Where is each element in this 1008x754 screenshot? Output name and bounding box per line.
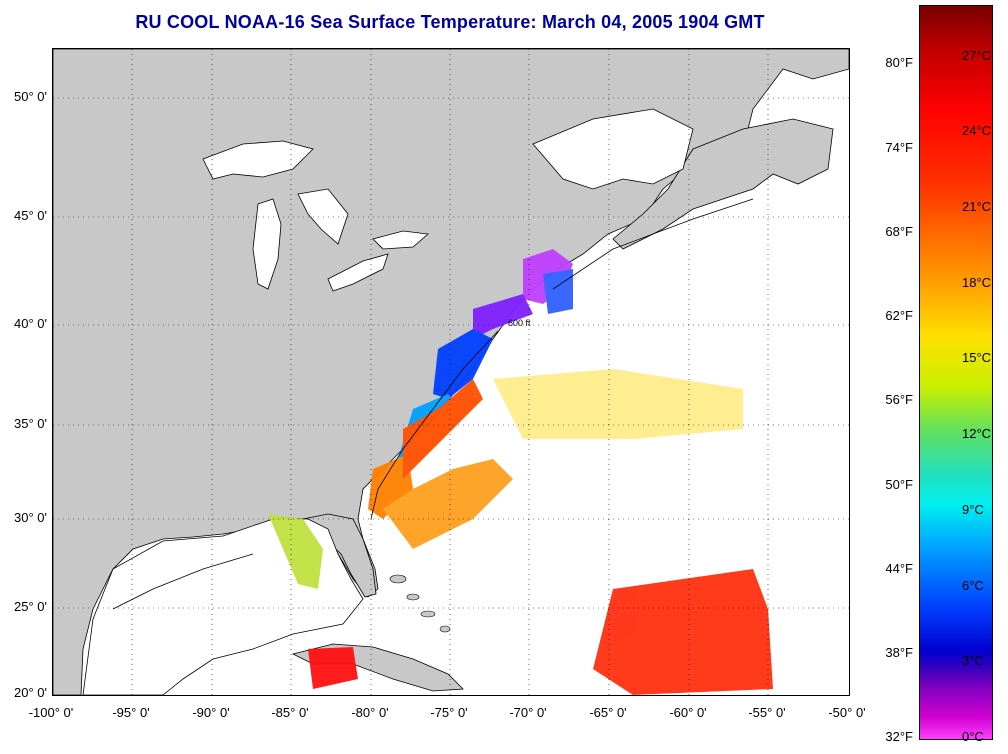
lat-tick-label: 50° 0' bbox=[14, 89, 47, 104]
sst-west-florida bbox=[268, 514, 323, 589]
celsius-tick-label: 9°C bbox=[962, 502, 984, 517]
sst-offshore-orange bbox=[383, 459, 513, 549]
celsius-tick-label: 18°C bbox=[962, 275, 992, 290]
fahrenheit-tick-label: 62°F bbox=[885, 308, 913, 323]
lon-tick-label: -100° 0' bbox=[28, 705, 74, 720]
lon-tick-label: -85° 0' bbox=[271, 705, 309, 720]
lat-tick-label: 35° 0' bbox=[14, 416, 47, 431]
fahrenheit-tick-label: 38°F bbox=[885, 645, 913, 660]
fahrenheit-tick-label: 74°F bbox=[885, 140, 913, 155]
sst-data-layer bbox=[268, 249, 773, 695]
fahrenheit-tick-label: 80°F bbox=[885, 55, 913, 70]
celsius-tick-label: 0°C bbox=[962, 729, 984, 744]
contour-label: 600 ft bbox=[508, 318, 531, 328]
map-title: RU COOL NOAA-16 Sea Surface Temperature:… bbox=[135, 12, 765, 32]
lake-huron bbox=[297, 188, 349, 245]
lat-tick-label: 40° 0' bbox=[14, 316, 47, 331]
map-canvas: 600 ft bbox=[53, 49, 849, 695]
temperature-colorbar bbox=[919, 5, 993, 740]
celsius-tick-label: 3°C bbox=[962, 653, 984, 668]
sst-nova-scotia bbox=[543, 269, 573, 314]
lon-tick-label: -75° 0' bbox=[430, 705, 468, 720]
lon-tick-label: -90° 0' bbox=[192, 705, 230, 720]
sst-caribbean-east bbox=[593, 569, 773, 695]
fahrenheit-tick-label: 56°F bbox=[885, 392, 913, 407]
lon-tick-label: -65° 0' bbox=[589, 705, 627, 720]
lon-tick-label: -80° 0' bbox=[351, 705, 389, 720]
sst-gulf-stream bbox=[403, 379, 483, 479]
lat-tick-label: 20° 0' bbox=[14, 685, 47, 700]
fahrenheit-tick-label: 68°F bbox=[885, 224, 913, 239]
lake-erie bbox=[327, 253, 389, 292]
celsius-tick-label: 6°C bbox=[962, 578, 984, 593]
celsius-tick-label: 21°C bbox=[962, 199, 992, 214]
celsius-tick-label: 12°C bbox=[962, 426, 992, 441]
sst-shelf-ne bbox=[473, 294, 533, 339]
land-atlantic-canada bbox=[612, 118, 834, 250]
lat-tick-label: 30° 0' bbox=[14, 510, 47, 525]
lon-tick-label: -55° 0' bbox=[748, 705, 786, 720]
lat-tick-label: 25° 0' bbox=[14, 599, 47, 614]
celsius-tick-label: 27°C bbox=[962, 48, 992, 63]
lon-tick-label: -50° 0' bbox=[828, 705, 866, 720]
sst-south-cuba bbox=[308, 647, 358, 689]
fahrenheit-tick-label: 32°F bbox=[885, 729, 913, 744]
lake-ontario bbox=[372, 230, 429, 250]
sst-shelf-se bbox=[368, 454, 413, 519]
lat-tick-label: 45° 0' bbox=[14, 208, 47, 223]
sst-open-ocean-yellow bbox=[493, 369, 743, 439]
bahamas-islands bbox=[389, 574, 451, 633]
fahrenheit-tick-label: 44°F bbox=[885, 561, 913, 576]
sst-map[interactable]: 600 ft bbox=[52, 48, 850, 696]
lake-superior bbox=[202, 140, 314, 180]
lake-michigan bbox=[252, 198, 282, 290]
lon-tick-label: -70° 0' bbox=[509, 705, 547, 720]
sst-shelf-mid bbox=[433, 329, 493, 399]
lon-tick-label: -60° 0' bbox=[669, 705, 707, 720]
fahrenheit-tick-label: 50°F bbox=[885, 477, 913, 492]
lon-tick-label: -95° 0' bbox=[112, 705, 150, 720]
gulf-st-lawrence bbox=[532, 108, 694, 190]
celsius-tick-label: 15°C bbox=[962, 350, 992, 365]
isobath-600ft bbox=[112, 198, 754, 610]
celsius-tick-label: 24°C bbox=[962, 123, 992, 138]
